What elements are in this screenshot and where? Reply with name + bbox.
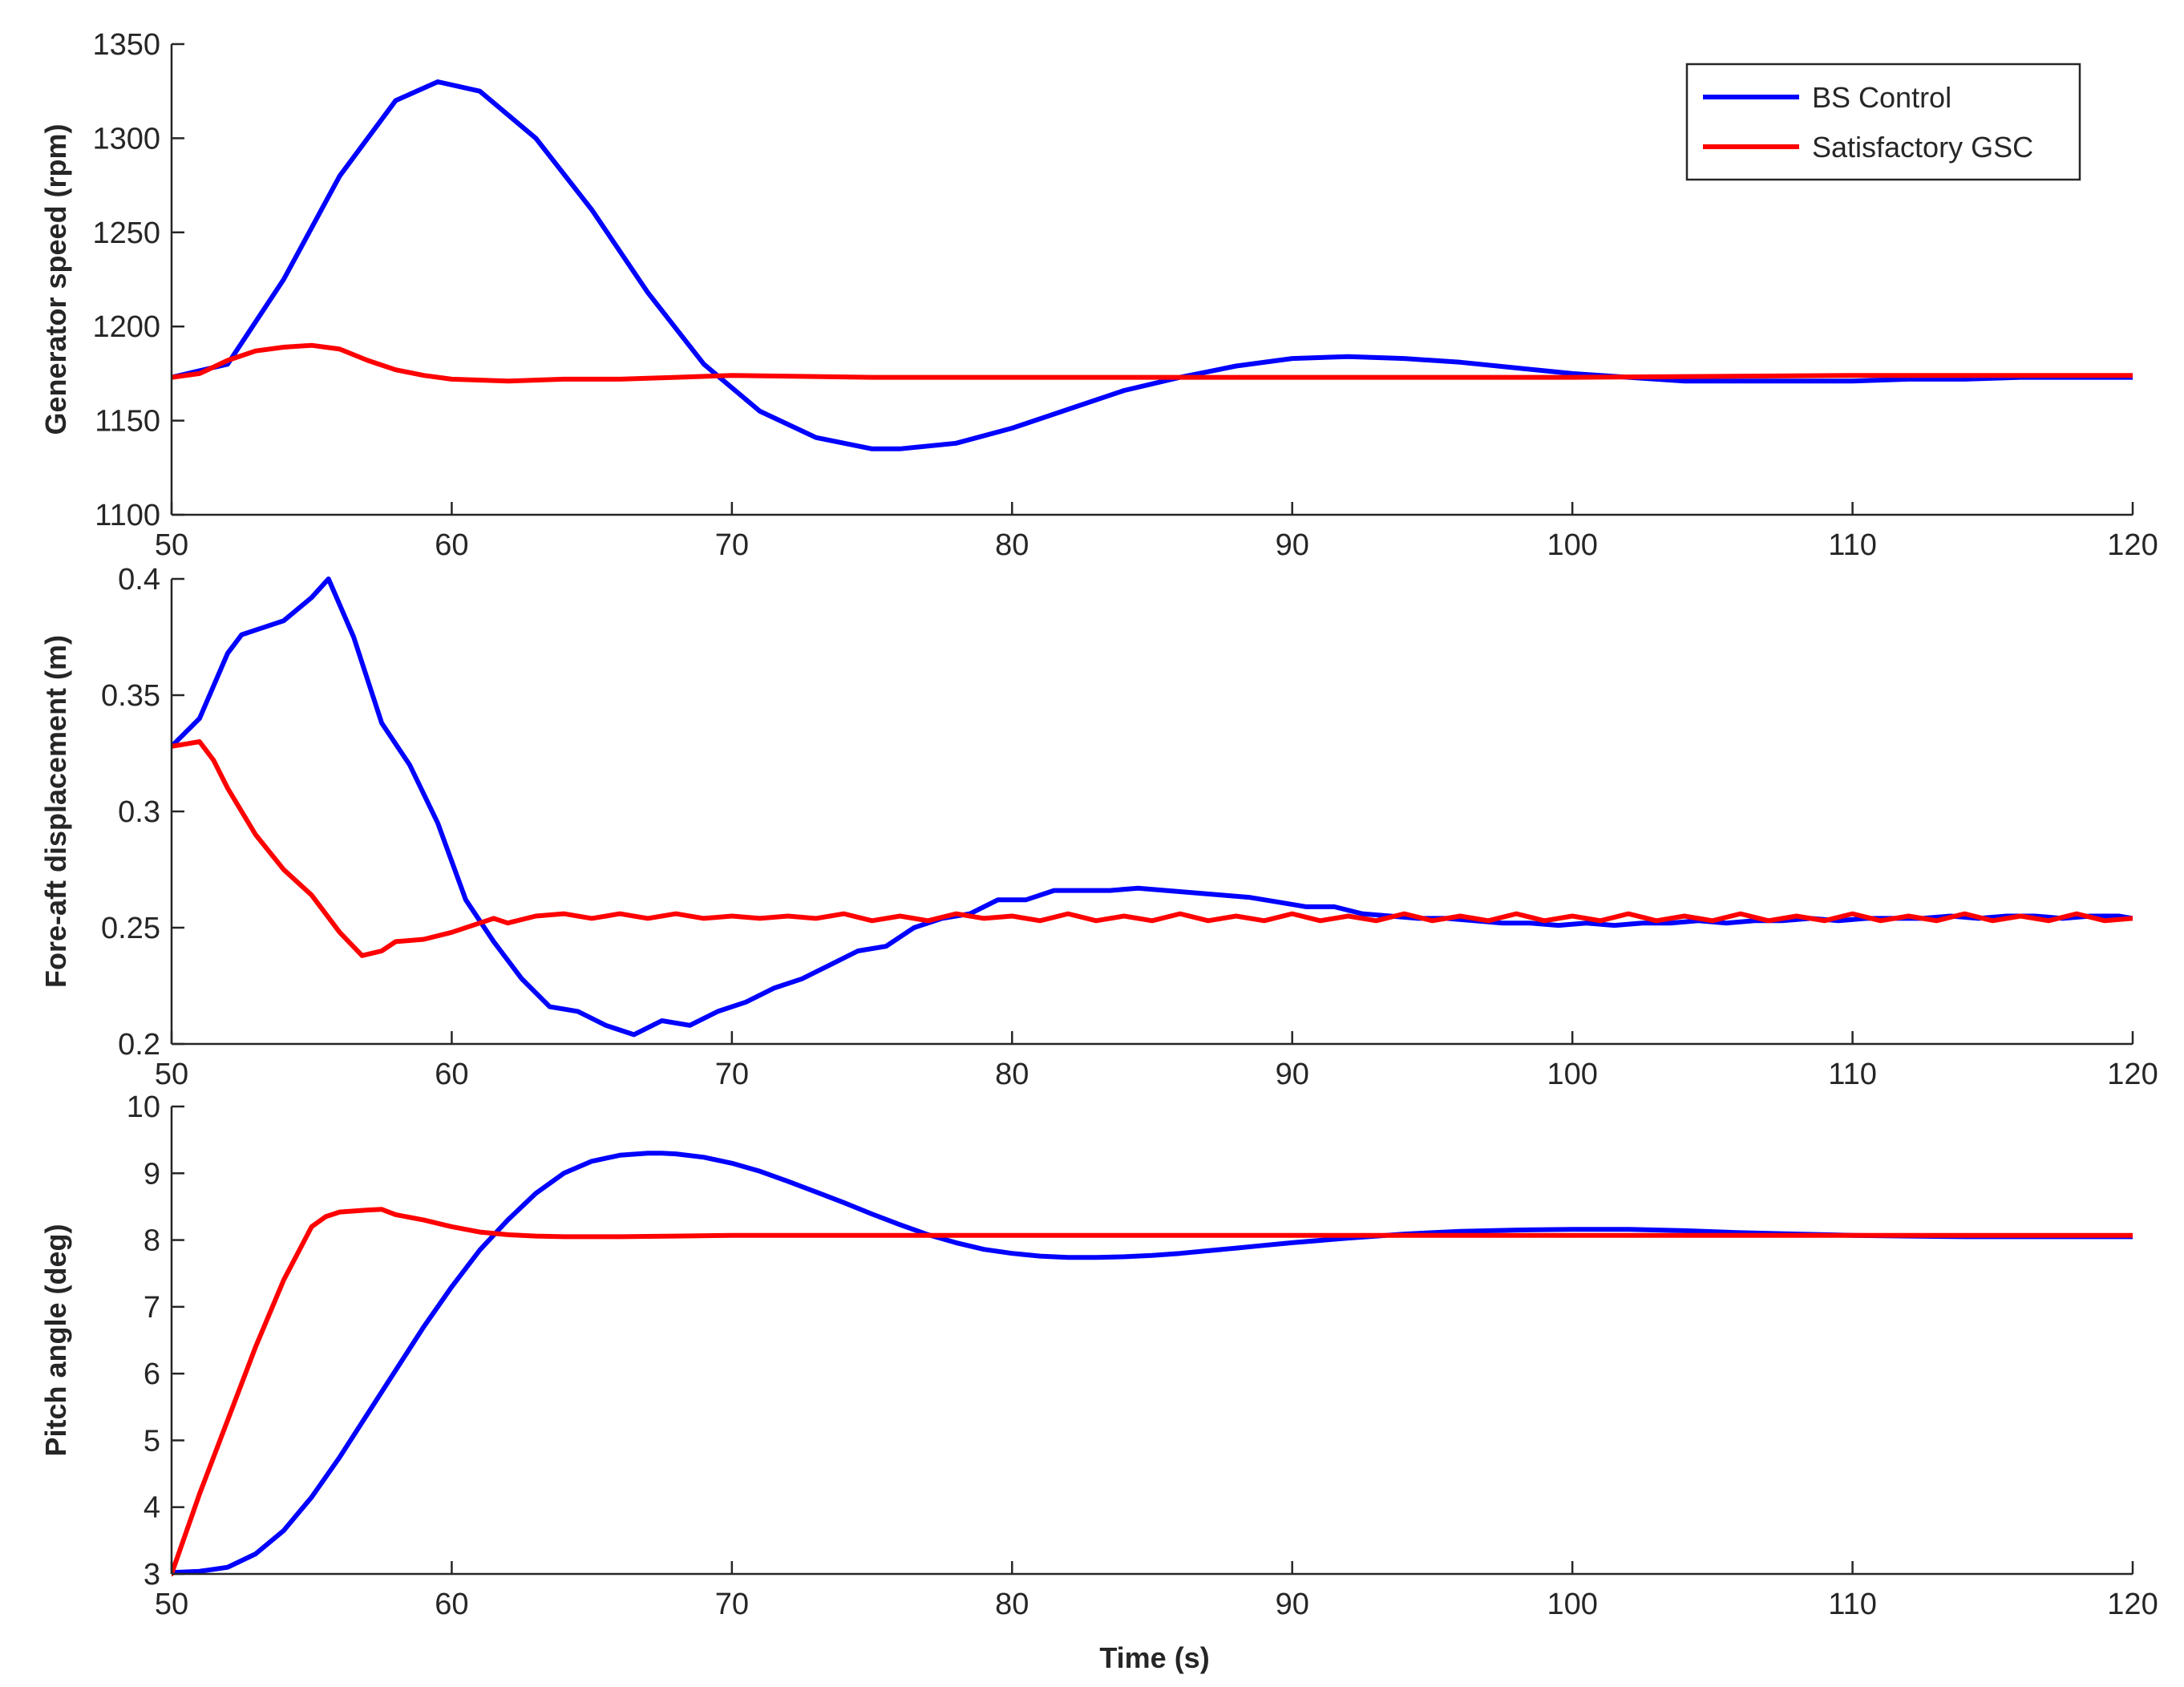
y-tick-label: 1350 — [92, 28, 160, 62]
x-tick-label: 120 — [2107, 528, 2158, 562]
x-tick-label: 70 — [715, 528, 749, 562]
subplot-1: 50 60 70 80 90 100 110 120 1100 1150 1200 1250 1300 1… — [39, 28, 2158, 562]
y-tick-label: 1150 — [95, 405, 160, 439]
y-tick-label: 1200 — [92, 310, 160, 344]
x-tick-label: 60 — [435, 528, 468, 562]
x-tick-label: 120 — [2107, 1058, 2158, 1091]
y-tick-label: 3 — [144, 1558, 160, 1592]
x-tick-label: 100 — [1547, 1588, 1597, 1621]
legend-label: BS Control — [1812, 81, 1951, 114]
y-tick-label: 5 — [144, 1424, 160, 1458]
series-line-bs-control — [172, 79, 2133, 451]
y-tick-label: 1250 — [92, 216, 160, 250]
y-tick-label: 0.2 — [118, 1028, 160, 1062]
x-tick-label: 100 — [1547, 528, 1597, 562]
x-tick-label: 50 — [155, 1588, 188, 1621]
x-tick-label: 120 — [2107, 1588, 2158, 1621]
x-tick-label: 100 — [1547, 1058, 1597, 1091]
x-tick-label: 80 — [995, 1588, 1029, 1621]
x-tick-label: 60 — [435, 1058, 468, 1091]
x-axis-label: Time (s) — [1099, 1641, 1209, 1674]
y-tick-label: 8 — [144, 1224, 160, 1258]
series-line-satisfactory-gsc — [172, 1207, 2133, 1576]
y-tick-label: 0.3 — [118, 795, 160, 829]
subplots: 50 60 70 80 90 100 110 120 1100 1150 1200 1250 1300 1… — [39, 28, 2158, 1621]
x-tick-label: 90 — [1276, 1588, 1309, 1621]
x-tick-label: 70 — [715, 1058, 749, 1091]
y-tick-label: 10 — [127, 1090, 160, 1124]
legend-label: Satisfactory GSC — [1812, 131, 2033, 164]
x-tick-label: 80 — [995, 1058, 1029, 1091]
x-tick-label: 110 — [1828, 1058, 1877, 1091]
legend-box — [1685, 63, 2081, 181]
y-tick-label: 0.35 — [101, 679, 160, 713]
y-tick-label: 1300 — [92, 122, 160, 156]
series-line-satisfactory-gsc — [172, 342, 2133, 384]
x-tick-label: 60 — [435, 1588, 468, 1621]
x-tick-label: 90 — [1276, 1058, 1309, 1091]
x-tick-label: 110 — [1828, 528, 1877, 562]
y-tick-label: 0.25 — [101, 912, 160, 945]
subplot-3: 50 60 70 80 90 100 110 120 3 4 5 6 7 8 9 10 Pitch angle … — [39, 1090, 2158, 1621]
series-line-satisfactory-gsc — [172, 739, 2133, 958]
x-tick-label: 80 — [995, 528, 1029, 562]
y-tick-label: 7 — [144, 1291, 160, 1325]
y-tick-label: 6 — [144, 1357, 160, 1391]
y-tick-label: 0.4 — [118, 563, 160, 597]
legend: BS Control Satisfactory GSC — [1685, 63, 2081, 181]
subplot-2: 50 60 70 80 90 100 110 120 0.2 0.25 0.3 0.35 0.4 Fore… — [39, 563, 2158, 1091]
y-axis-label: Fore-aft displacement (m) — [39, 635, 72, 988]
y-axis-label: Pitch angle (deg) — [39, 1224, 72, 1456]
x-tick-label: 110 — [1828, 1588, 1877, 1621]
y-axis-label: Generator speed (rpm) — [39, 123, 72, 435]
y-tick-label: 4 — [144, 1491, 160, 1525]
x-tick-label: 50 — [155, 1058, 188, 1091]
x-tick-label: 90 — [1276, 528, 1309, 562]
y-tick-label: 9 — [144, 1157, 160, 1191]
x-tick-label: 70 — [715, 1588, 749, 1621]
y-tick-label: 1100 — [95, 499, 160, 532]
x-tick-label: 50 — [155, 528, 188, 562]
